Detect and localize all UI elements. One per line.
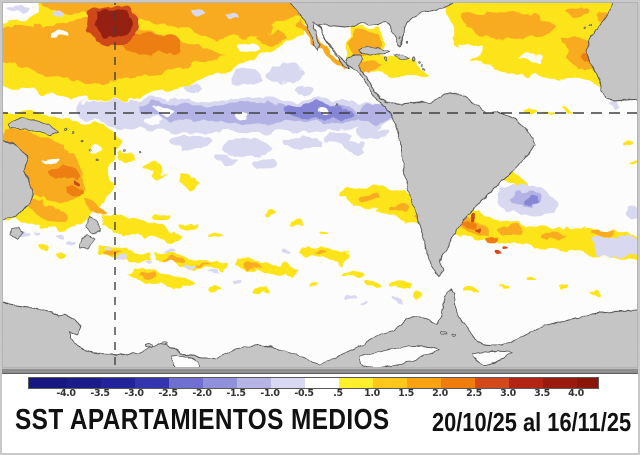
map-title: SST APARTAMIENTOS MEDIOS — [15, 404, 390, 436]
colorbar-segment — [475, 378, 509, 388]
colorbar-tick-label: -3.5 — [90, 388, 110, 399]
caption-row: SST APARTAMIENTOS MEDIOS 20/10/25 al 16/… — [2, 404, 638, 444]
map-bottom-frame-bar — [2, 368, 638, 374]
colorbar-gradient-strip — [28, 377, 599, 389]
colorbar-segment — [29, 378, 67, 388]
colorbar-segment — [509, 378, 543, 388]
colorbar-segment — [305, 378, 339, 388]
map-frame — [2, 2, 638, 368]
colorbar-segment — [101, 378, 135, 388]
colorbar-segment — [373, 378, 407, 388]
colorbar-tick-label: 3.0 — [500, 388, 516, 399]
colorbar-tick-label: 4.0 — [568, 388, 584, 399]
colorbar-tick-label: .5 — [333, 388, 343, 399]
colorbar-tick-label: -2.0 — [192, 388, 212, 399]
colorbar-tick-label: -0.5 — [294, 388, 314, 399]
colorbar-tick-label: 1.0 — [364, 388, 380, 399]
colorbar-segment — [135, 378, 169, 388]
colorbar-tick-label: -4.0 — [56, 388, 76, 399]
colorbar-tick-labels: -4.0 -3.5 -3.0 -2.5 -2.0 -1.5 -1.0 -0.5 .5 1.0 1.5… — [28, 388, 597, 400]
colorbar-segment — [67, 378, 101, 388]
colorbar-tick-label: -2.5 — [158, 388, 178, 399]
colorbar-segment — [203, 378, 237, 388]
colorbar-tick-label: -1.0 — [260, 388, 280, 399]
colorbar-segment — [169, 378, 203, 388]
colorbar-tick-label: -1.5 — [226, 388, 246, 399]
date-range: 20/10/25 al 16/11/25 — [431, 407, 631, 437]
scan-noise-overlay — [2, 2, 638, 368]
colorbar: -4.0 -3.5 -3.0 -2.5 -2.0 -1.5 -1.0 -0.5 .5 1.0 1.5… — [28, 377, 599, 399]
colorbar-tick-label: 3.5 — [534, 388, 550, 399]
colorbar-segment — [577, 378, 598, 388]
colorbar-segment — [543, 378, 577, 388]
colorbar-segment — [339, 378, 373, 388]
colorbar-segment — [407, 378, 441, 388]
colorbar-tick-label: 1.5 — [398, 388, 414, 399]
colorbar-tick-label: 2.0 — [432, 388, 448, 399]
colorbar-tick-label: -3.0 — [124, 388, 144, 399]
colorbar-segment — [271, 378, 305, 388]
colorbar-tick-label: 2.5 — [466, 388, 482, 399]
sst-anomaly-map — [2, 2, 638, 368]
colorbar-segment — [441, 378, 475, 388]
colorbar-segment — [237, 378, 271, 388]
